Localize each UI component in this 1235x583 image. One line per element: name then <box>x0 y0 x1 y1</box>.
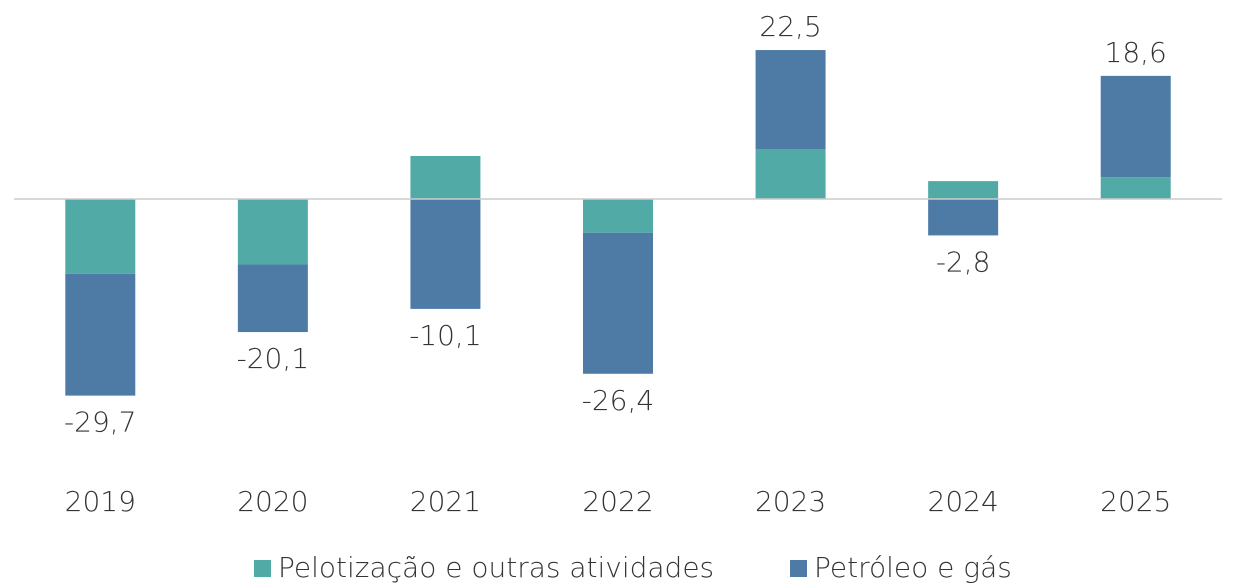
bar-segment <box>583 232 653 374</box>
total-label: -10,1 <box>409 319 481 352</box>
legend-swatch <box>790 560 807 577</box>
x-tick-label: 2025 <box>1100 485 1171 518</box>
bar-segment <box>410 199 481 309</box>
legend-label: Petróleo e gás <box>814 551 1012 583</box>
bar-segment <box>1100 75 1171 178</box>
x-tick-label: 2024 <box>928 485 999 518</box>
legend-label: Pelotização e outras atividades <box>278 551 714 583</box>
total-label: -20,1 <box>237 342 309 375</box>
x-tick-label: 2020 <box>237 485 308 518</box>
x-tick-label: 2021 <box>410 485 481 518</box>
total-label: 18,6 <box>1105 36 1167 69</box>
bar-segment <box>928 199 999 236</box>
bar-segment <box>755 50 826 150</box>
bar-segment <box>583 199 653 233</box>
x-tick-label: 2022 <box>582 485 653 518</box>
bar-segment <box>410 155 481 199</box>
legend-swatch <box>254 560 271 577</box>
total-label: -2,8 <box>936 245 991 278</box>
bar-segment <box>237 264 308 333</box>
bar-segment <box>1100 177 1171 199</box>
bar-segment <box>928 181 999 199</box>
x-tick-label: 2019 <box>65 485 136 518</box>
total-label: 22,5 <box>759 10 821 43</box>
total-label: -29,7 <box>64 406 136 439</box>
bar-segment <box>65 273 136 396</box>
total-label: -26,4 <box>582 384 654 417</box>
bar-segment <box>755 149 826 199</box>
x-tick-label: 2023 <box>755 485 826 518</box>
bar-segment <box>65 199 136 274</box>
bar-segment <box>237 199 308 265</box>
